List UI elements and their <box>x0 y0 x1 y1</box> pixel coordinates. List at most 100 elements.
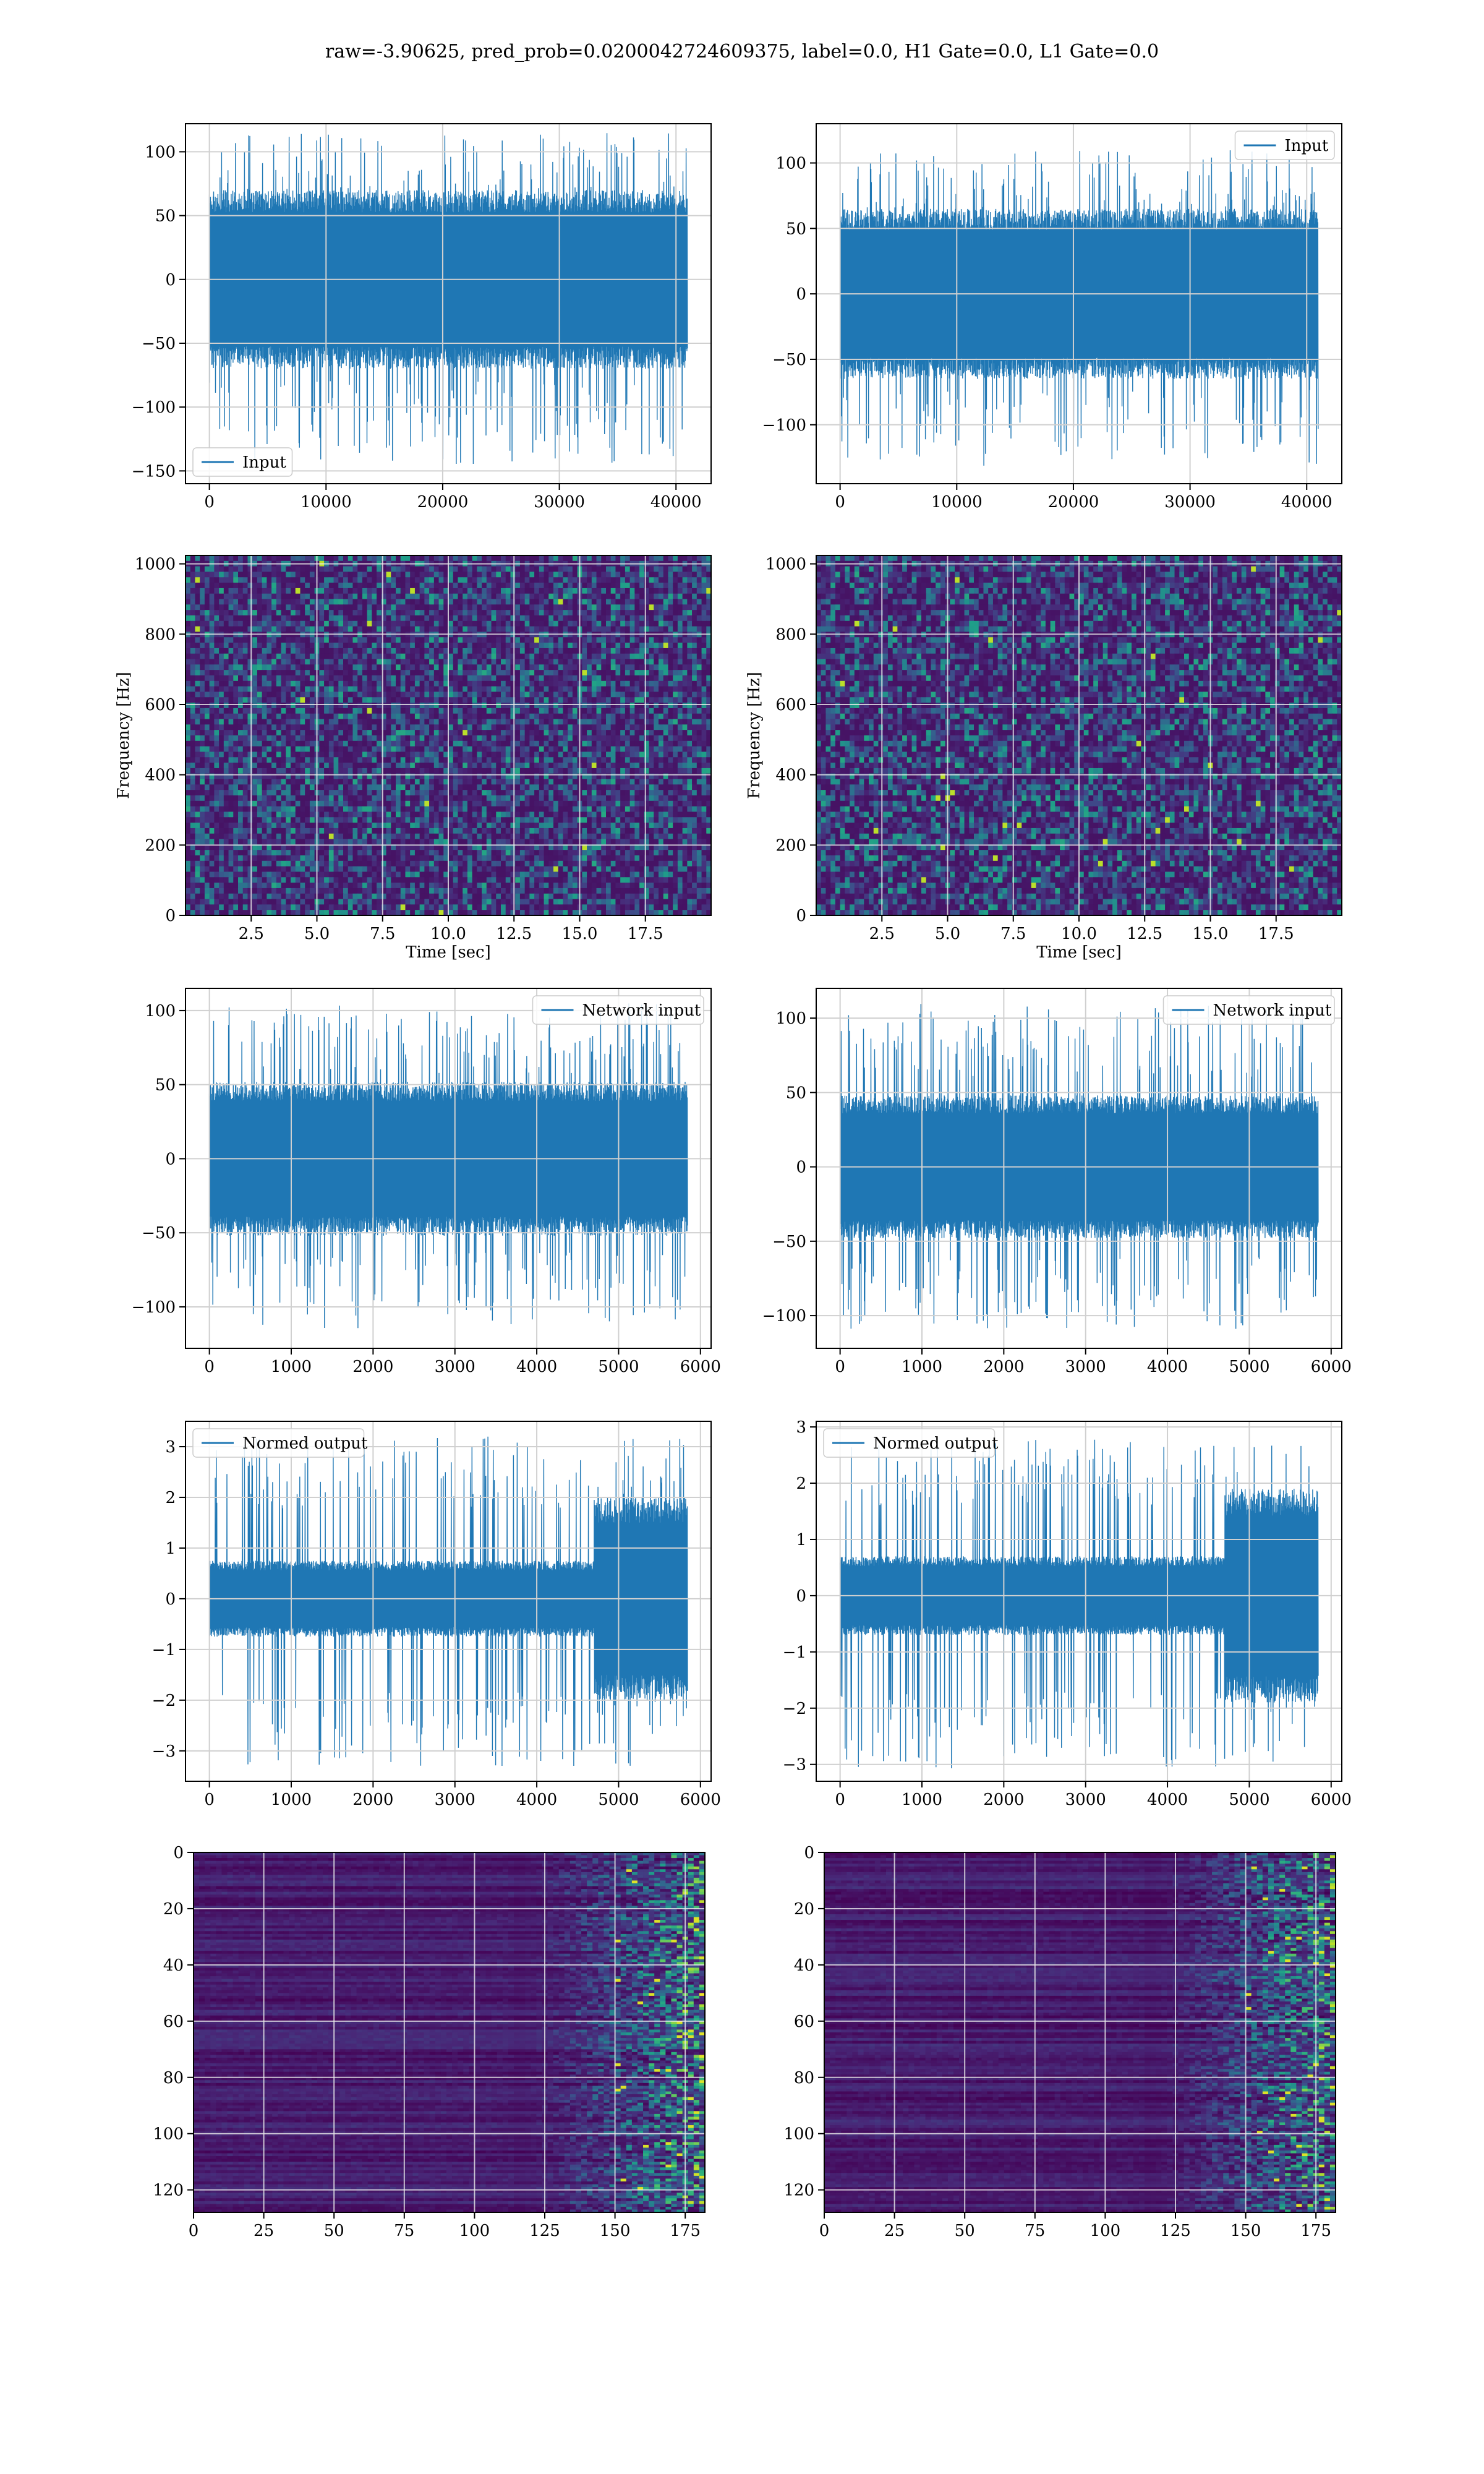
y-tick-label: 200 <box>145 836 176 855</box>
x-tick-label: 15.0 <box>562 925 598 943</box>
x-tick-label: 175 <box>1300 2222 1331 2240</box>
x-tick-label: 1000 <box>271 1358 312 1376</box>
figure-title: raw=-3.90625, pred_prob=0.02000427246093… <box>0 41 1484 62</box>
y-tick-label: −100 <box>132 1298 176 1317</box>
y-tick-label: 50 <box>786 1084 806 1102</box>
axes-frame <box>185 988 712 1349</box>
x-tick-label: 10.0 <box>430 925 466 943</box>
y-tick-label: 50 <box>155 207 176 226</box>
heatmap-cells <box>186 555 712 916</box>
y-tick-label: −3 <box>783 1756 806 1774</box>
y-tick-label: 0 <box>796 285 806 304</box>
x-tick-label: 5.0 <box>304 925 330 943</box>
x-tick-label: 125 <box>1160 2222 1191 2240</box>
legend: Normed output <box>823 1428 999 1458</box>
x-tick-label: 100 <box>1090 2222 1121 2240</box>
y-tick-label: −50 <box>142 1224 176 1243</box>
x-tick-label: 7.5 <box>370 925 395 943</box>
y-tick-label: 60 <box>794 2013 814 2031</box>
series-line <box>208 1003 688 1329</box>
x-axis-label: Time [sec] <box>406 943 491 962</box>
p10-svg: 0 25 50 75 100 125 150 175 0 20 40 60 80 100 120 <box>783 1844 1336 2240</box>
x-tick-label: 20000 <box>1048 493 1099 511</box>
x-tick-label: 30000 <box>534 493 585 511</box>
y-tick-label: 100 <box>775 154 806 173</box>
y-tick-label: 50 <box>155 1076 176 1095</box>
spectrogram-left-chart: 2.5 5.0 7.5 10.0 12.5 15.0 17.5 0 200 400 600 800 10… <box>114 555 712 962</box>
y-tick-label: 2 <box>165 1489 176 1507</box>
y-tick-label: −50 <box>142 335 176 353</box>
y-tick-label: 800 <box>775 625 806 644</box>
y-tick-label: −3 <box>152 1742 176 1761</box>
x-tick-label: 0 <box>819 2222 830 2240</box>
p7-svg: 0 1000 2000 3000 4000 5000 6000 −3 −2 −1 0 1 2 3 Norme… <box>152 1421 721 1809</box>
y-tick-label: 1 <box>165 1539 176 1558</box>
series-line <box>208 1436 688 1766</box>
y-tick-label: −50 <box>772 351 806 369</box>
axes-frame <box>185 1421 712 1782</box>
x-tick-label: 2000 <box>352 1358 393 1376</box>
y-tick-label: 0 <box>165 271 176 289</box>
y-tick-label: −2 <box>152 1692 176 1710</box>
series-line <box>839 150 1319 466</box>
x-tick-label: 6000 <box>1311 1358 1352 1376</box>
y-tick-label: −100 <box>132 398 176 417</box>
y-tick-label: 400 <box>145 766 176 785</box>
network-input-left-chart: 0 1000 2000 3000 4000 5000 6000 −100 −50 0 50 100 Ne… <box>132 988 721 1376</box>
x-tick-label: 3000 <box>1065 1358 1106 1376</box>
x-tick-label: 17.5 <box>628 925 663 943</box>
x-tick-label: 150 <box>600 2222 631 2240</box>
x-tick-label: 150 <box>1230 2222 1261 2240</box>
x-tick-label: 2.5 <box>239 925 264 943</box>
x-tick-label: 5000 <box>598 1358 639 1376</box>
y-tick-label: 40 <box>794 1956 814 1975</box>
y-tick-label: 200 <box>775 836 806 855</box>
feature-map-left-chart: 0 25 50 75 100 125 150 175 0 20 40 60 80 100 120 <box>153 1844 706 2240</box>
grid-lines <box>816 1421 1342 1781</box>
p5-svg: 0 1000 2000 3000 4000 5000 6000 −100 −50 0 50 100 Ne… <box>132 988 721 1376</box>
normed-output-left-chart: 0 1000 2000 3000 4000 5000 6000 −3 −2 −1 0 1 2 3 Norme… <box>152 1421 721 1809</box>
legend: Network input <box>1162 995 1335 1025</box>
y-tick-label: 40 <box>163 1956 184 1975</box>
x-tick-label: 4000 <box>516 1358 557 1376</box>
legend: Input <box>1234 131 1335 160</box>
y-tick-label: −2 <box>783 1700 806 1718</box>
y-tick-label: 80 <box>794 2069 814 2087</box>
legend-label: Input <box>242 453 286 472</box>
x-tick-label: 5.0 <box>935 925 960 943</box>
y-tick-label: 0 <box>804 1844 814 1862</box>
grid-lines <box>186 988 711 1348</box>
input-waveform-left-chart: 0 10000 20000 30000 40000 −150 −100 −50 0 50 100 In… <box>132 123 712 511</box>
y-tick-label: 0 <box>796 1587 806 1606</box>
y-tick-label: −50 <box>772 1233 806 1251</box>
x-tick-label: 12.5 <box>496 925 532 943</box>
x-tick-label: 25 <box>254 2222 274 2240</box>
x-tick-label: 2.5 <box>869 925 895 943</box>
y-tick-label: 0 <box>165 907 176 925</box>
network-input-right-chart: 0 1000 2000 3000 4000 5000 6000 −100 −50 0 50 100 Ne… <box>762 988 1352 1376</box>
x-tick-label: 75 <box>394 2222 414 2240</box>
x-tick-label: 12.5 <box>1127 925 1162 943</box>
y-tick-label: 20 <box>794 1900 814 1919</box>
x-tick-label: 4000 <box>1147 1791 1188 1809</box>
x-tick-label: 100 <box>459 2222 490 2240</box>
y-tick-label: 120 <box>783 2181 814 2200</box>
input-waveform-right-chart: 0 10000 20000 30000 40000 −100 −50 0 50 100 Input <box>762 123 1342 511</box>
axes-frame <box>816 988 1342 1349</box>
series-line <box>208 133 688 464</box>
y-tick-label: 3 <box>165 1438 176 1457</box>
grid-lines <box>816 124 1342 484</box>
x-tick-label: 0 <box>204 1791 215 1809</box>
p1-svg: 0 10000 20000 30000 40000 −150 −100 −50 0 50 100 In… <box>132 123 712 511</box>
x-tick-label: 25 <box>884 2222 905 2240</box>
y-tick-label: −1 <box>152 1641 176 1659</box>
x-tick-label: 0 <box>835 1358 845 1376</box>
x-tick-label: 0 <box>189 2222 199 2240</box>
x-tick-label: 2000 <box>983 1791 1024 1809</box>
y-tick-label: −100 <box>762 1307 806 1325</box>
axes-frame <box>185 123 712 484</box>
y-tick-label: 100 <box>153 2125 184 2144</box>
y-tick-label: 0 <box>165 1590 176 1609</box>
x-tick-label: 0 <box>204 1358 215 1376</box>
x-tick-label: 6000 <box>1311 1791 1352 1809</box>
